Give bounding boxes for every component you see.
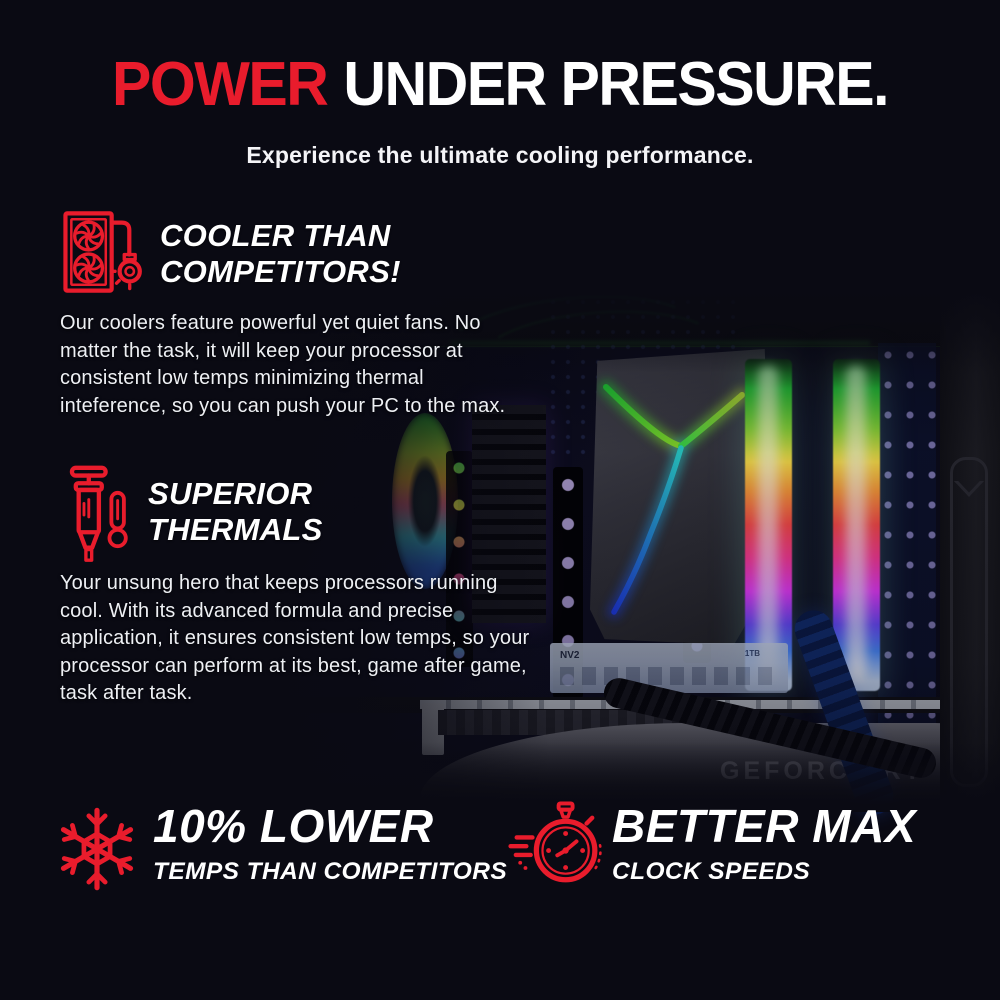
photo-bottom-fade (250, 742, 1000, 812)
title-rest: UNDER PRESSURE. (343, 49, 889, 119)
feature-2-heading: SUPERIOR THERMALS (148, 476, 323, 547)
feature-1-body: Our coolers feature powerful yet quiet f… (60, 312, 506, 417)
photo-top-fade (250, 283, 1000, 373)
liquid-cooler-icon (63, 211, 142, 293)
page-title: POWER UNDER PRESSURE. (0, 48, 1000, 120)
feature-1-heading: COOLER THAN COMPETITORS! (160, 218, 401, 289)
title-accent-word: POWER (111, 49, 329, 119)
page-subtitle: Experience the ultimate cooling performa… (246, 142, 754, 168)
thermal-paste-icon (69, 465, 128, 562)
stat-1-label: TEMPS THAN COMPETITORS (153, 858, 508, 885)
stopwatch-icon (508, 801, 602, 883)
stat-1-value: 10% LOWER (153, 800, 434, 852)
pc-internals-photo: NV2 1TB GEFORCE RT (250, 283, 1000, 821)
stat-2-label: CLOCK SPEEDS (612, 858, 811, 885)
feature-2-body: Your unsung hero that keeps processors r… (60, 572, 530, 704)
stat-2-value: BETTER MAX (612, 800, 916, 852)
stat-1: 10% LOWER TEMPS THAN COMPETITORS (153, 801, 507, 886)
stat-2: BETTER MAX CLOCK SPEEDS (612, 801, 916, 886)
snowflake-icon (54, 807, 140, 891)
